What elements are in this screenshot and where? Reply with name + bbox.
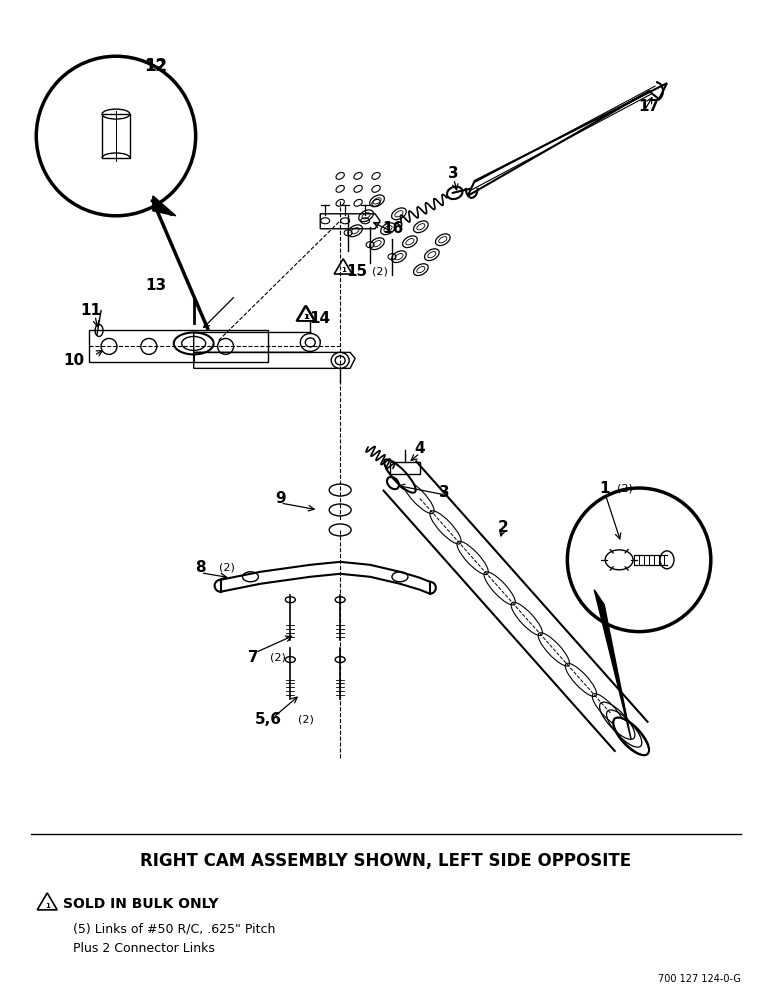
Text: (2): (2) bbox=[218, 563, 235, 573]
Circle shape bbox=[567, 488, 711, 632]
Polygon shape bbox=[153, 196, 176, 216]
Text: 11: 11 bbox=[80, 303, 102, 318]
Text: 700 127 124-0-G: 700 127 124-0-G bbox=[658, 974, 740, 984]
Ellipse shape bbox=[300, 333, 320, 351]
Text: 1: 1 bbox=[340, 267, 346, 273]
Text: 1: 1 bbox=[303, 314, 308, 320]
Text: Plus 2 Connector Links: Plus 2 Connector Links bbox=[73, 942, 215, 955]
Ellipse shape bbox=[331, 352, 349, 368]
Text: SOLD IN BULK ONLY: SOLD IN BULK ONLY bbox=[63, 897, 218, 911]
Text: 4: 4 bbox=[415, 441, 425, 456]
Text: (5) Links of #50 R/C, .625" Pitch: (5) Links of #50 R/C, .625" Pitch bbox=[73, 922, 276, 935]
Text: 12: 12 bbox=[145, 59, 167, 74]
Text: 2: 2 bbox=[498, 520, 509, 535]
Text: 15: 15 bbox=[347, 264, 367, 279]
Text: 9: 9 bbox=[275, 491, 286, 506]
Text: 1: 1 bbox=[599, 481, 609, 496]
Text: 16: 16 bbox=[382, 221, 404, 236]
Polygon shape bbox=[594, 590, 631, 739]
Text: (2): (2) bbox=[270, 653, 286, 663]
Text: 1: 1 bbox=[304, 314, 309, 320]
Text: RIGHT CAM ASSEMBLY SHOWN, LEFT SIDE OPPOSITE: RIGHT CAM ASSEMBLY SHOWN, LEFT SIDE OPPO… bbox=[141, 852, 631, 870]
Ellipse shape bbox=[613, 717, 649, 755]
Text: (2): (2) bbox=[372, 267, 388, 277]
Text: (2): (2) bbox=[298, 714, 314, 724]
Text: 14: 14 bbox=[310, 311, 330, 326]
Text: (2): (2) bbox=[617, 483, 633, 493]
Ellipse shape bbox=[605, 550, 633, 570]
Text: 5,6: 5,6 bbox=[255, 712, 282, 727]
Text: 1: 1 bbox=[45, 903, 49, 909]
Text: 7: 7 bbox=[248, 650, 259, 665]
Circle shape bbox=[36, 56, 195, 216]
Text: 10: 10 bbox=[63, 353, 85, 368]
Text: 3: 3 bbox=[449, 166, 459, 181]
Text: 13: 13 bbox=[145, 278, 167, 293]
Text: 12: 12 bbox=[144, 57, 168, 75]
Text: 17: 17 bbox=[638, 99, 659, 114]
Ellipse shape bbox=[174, 332, 214, 354]
Ellipse shape bbox=[660, 551, 674, 569]
Text: 3: 3 bbox=[439, 485, 450, 500]
Text: 8: 8 bbox=[195, 560, 206, 575]
Ellipse shape bbox=[384, 459, 415, 493]
